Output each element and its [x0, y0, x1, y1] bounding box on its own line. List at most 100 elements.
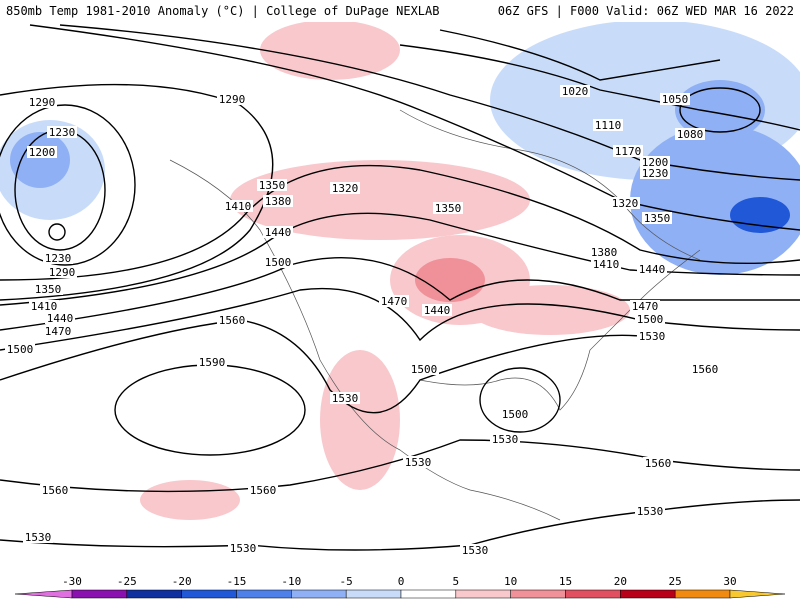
contour-label: 1530: [230, 542, 257, 555]
contour-label: 1530: [405, 456, 432, 469]
contour-label: 1500: [265, 256, 292, 269]
contour-label: 1350: [644, 212, 671, 225]
label-bg: [460, 544, 490, 556]
contour-label: 1530: [462, 544, 489, 557]
label-bg: [248, 484, 278, 496]
label-bg: [263, 226, 293, 238]
label-bg: [610, 197, 640, 209]
colorbar-cap: [729, 589, 786, 599]
contour-label: 1110: [595, 119, 622, 132]
contour-label: 1560: [645, 457, 672, 470]
contour-label: 1200: [29, 146, 56, 159]
label-bg: [217, 314, 247, 326]
label-bg: [690, 363, 720, 375]
contour-label: 1290: [219, 93, 246, 106]
label-bg: [589, 246, 619, 258]
colorbar-bin: [181, 589, 237, 599]
label-bg: [330, 182, 360, 194]
label-bg: [379, 295, 409, 307]
contour-label: 1590: [199, 356, 226, 369]
contour-label: 1500: [411, 363, 438, 376]
colorbar: -30 -25 -20 -15 -10 -5 0 5 10 15 20 25 30: [14, 575, 786, 599]
contour-label: 1410: [225, 200, 252, 213]
label-bg: [29, 300, 59, 312]
contour-label: 1500: [637, 313, 664, 326]
label-bg: [433, 202, 463, 214]
header-left: 850mb Temp 1981-2010 Anomaly (°C) | Coll…: [6, 4, 439, 18]
colorbar-tick-label: -20: [172, 575, 192, 588]
colorbar-bin: [455, 589, 511, 599]
label-bg: [643, 457, 673, 469]
contour-label: 1560: [219, 314, 246, 327]
contour-label: 1410: [31, 300, 58, 313]
label-bg: [257, 179, 287, 191]
label-bg: [422, 304, 452, 316]
label-bg: [263, 256, 293, 268]
contour-label: 1230: [45, 252, 72, 265]
label-bg: [228, 542, 258, 554]
contour-labels: 1290 129012301200123012901350141014401470…: [5, 85, 720, 557]
colorbar-tick-label: -5: [340, 575, 353, 588]
contour-label: 1050: [662, 93, 689, 106]
label-bg: [27, 96, 57, 108]
colorbar-tick-label: 10: [504, 575, 517, 588]
contour-label: 1440: [265, 226, 292, 239]
label-bg: [675, 128, 705, 140]
contour-label: 1320: [332, 182, 359, 195]
label-bg: [47, 126, 77, 138]
colorbar-tick-label: 20: [614, 575, 627, 588]
label-bg: [500, 408, 530, 420]
label-bg: [591, 258, 621, 270]
colorbar-bin: [620, 589, 676, 599]
label-bg: [637, 330, 667, 342]
label-bg: [217, 93, 247, 105]
label-bg: [23, 531, 53, 543]
colorbar-tick-label: -15: [227, 575, 247, 588]
contour-label: 1560: [692, 363, 719, 376]
colorbar-bin: [126, 589, 182, 599]
header-bar: [0, 0, 800, 22]
contour-label: 1500: [7, 343, 34, 356]
label-bg: [40, 484, 70, 496]
colorbar-tick-label: -30: [62, 575, 82, 588]
label-bg: [223, 200, 253, 212]
label-bg: [635, 505, 665, 517]
colorbar-tick-label: 30: [723, 575, 736, 588]
contour-label: 1410: [593, 258, 620, 271]
contour-label: 1470: [45, 325, 72, 338]
contour-label: 1290: [29, 96, 56, 109]
label-bg: [330, 392, 360, 404]
contour-label: 1290: [49, 266, 76, 279]
contour-label: 1200: [642, 156, 669, 169]
contour-label: 1350: [259, 179, 286, 192]
colorbar-tick-label: -10: [281, 575, 301, 588]
contour-label: 1380: [265, 195, 292, 208]
colorbar-tick-label: 5: [453, 575, 460, 588]
contour-label: 1530: [637, 505, 664, 518]
colorbar-bin: [236, 589, 292, 599]
contour-label: 1470: [632, 300, 659, 313]
contour-label: 1500: [502, 408, 529, 421]
label-bg: [660, 93, 690, 105]
colorbar-bin: [345, 589, 402, 599]
contour-label: 1530: [332, 392, 359, 405]
label-bg: [263, 195, 293, 207]
label-bg: [635, 313, 665, 325]
label-bg: [560, 85, 590, 97]
label-bg: [409, 363, 439, 375]
label-bg: [630, 300, 660, 312]
contour-label: 1230: [49, 126, 76, 139]
contour-label: 1380: [591, 246, 618, 259]
height-contours: [0, 24, 800, 551]
contour-label: 1440: [47, 312, 74, 325]
contour-label: 1530: [639, 330, 666, 343]
contour-label: 1320: [612, 197, 639, 210]
colorbar-bin: [71, 589, 128, 599]
colorbar-tick-label: 25: [669, 575, 682, 588]
contour-label: 1530: [492, 433, 519, 446]
colorbar-bin: [565, 589, 621, 599]
label-bg: [47, 266, 77, 278]
anomaly-shading: [0, 20, 800, 520]
colorbar-tick-label: 0: [398, 575, 405, 588]
